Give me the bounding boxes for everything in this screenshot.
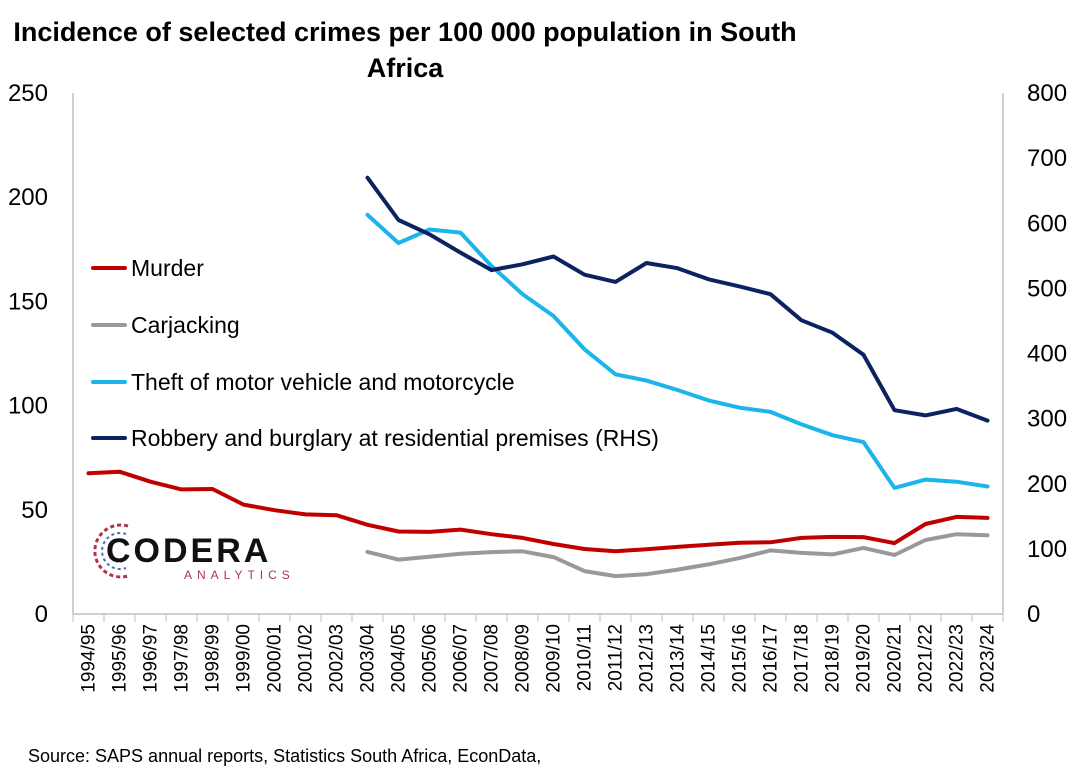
x-tick-label: 2009/10 [544, 624, 565, 693]
y-left-tick-label: 150 [8, 288, 48, 315]
x-tick-label: 2001/02 [296, 624, 317, 693]
x-tick-label: 2010/11 [575, 624, 596, 691]
y-left-tick-label: 250 [8, 80, 48, 107]
x-tick-label: 2003/04 [358, 624, 379, 693]
y-right-tick-label: 600 [1027, 210, 1067, 237]
y-right-tick-label: 200 [1027, 471, 1067, 498]
x-tick-label: 2021/22 [916, 624, 937, 693]
x-tick-label: 2023/24 [978, 624, 999, 693]
x-tick-label: 1997/98 [172, 624, 193, 693]
x-tick-label: 2020/21 [885, 624, 906, 693]
y-right-tick-label: 700 [1027, 145, 1067, 172]
x-tick-label: 2022/23 [947, 624, 968, 693]
axes: 0 50 100 150 200 250 0 100 200 300 400 500 600 700 800… [8, 80, 1067, 693]
legend-label: Murder [131, 255, 204, 281]
source-note: Source: SAPS annual reports, Statistics … [28, 746, 542, 766]
legend-label: Carjacking [131, 312, 240, 338]
x-tick-label: 2008/09 [513, 624, 534, 693]
x-tick-label: 2016/17 [761, 624, 782, 693]
x-tick-label: 1995/96 [110, 624, 131, 693]
x-tick-label: 2015/16 [730, 624, 751, 693]
logo-mark-icon [93, 523, 129, 579]
series-line-carjacking [365, 532, 990, 579]
y-right-tick-label: 0 [1027, 601, 1040, 628]
x-tick-label: 2017/18 [792, 624, 813, 693]
chart-title: Incidence of selected crimes per 100 000… [13, 17, 797, 83]
x-tick-label: 2004/05 [389, 624, 410, 693]
x-tick-label: 2013/14 [668, 624, 689, 693]
x-tick-label: 2007/08 [482, 624, 503, 693]
x-tick-label: 2014/15 [699, 624, 720, 693]
y-right-tick-label: 300 [1027, 406, 1067, 433]
x-tick-label: 2018/19 [823, 624, 844, 693]
x-tick-label: 2000/01 [265, 624, 286, 693]
x-tick-label: 2002/03 [327, 624, 348, 693]
x-tick-label: 2006/07 [451, 624, 472, 693]
legend-label: Robbery and burglary at residential prem… [131, 425, 659, 451]
x-tick-label: 2011/12 [606, 624, 627, 691]
legend: Murder Carjacking Theft of motor vehicle a… [91, 255, 659, 451]
y-left-tick-label: 0 [35, 601, 48, 628]
y-left-tick-label: 100 [8, 393, 48, 420]
x-tick-label: 1998/99 [203, 624, 224, 693]
y-right-tick-label: 100 [1027, 536, 1067, 563]
series-line-theft-of-motor-vehicle-and-motorcycle [365, 212, 990, 490]
x-tick-label: 1999/00 [234, 624, 255, 693]
x-tick-label: 1996/97 [141, 624, 162, 693]
legend-label: Theft of motor vehicle and motorcycle [131, 369, 515, 395]
series-line-robbery-and-burglary-at-residential-premises-rhs [365, 175, 990, 423]
x-tick-label: 2012/13 [637, 624, 658, 693]
logo-word: CODERA [106, 532, 272, 570]
y-right-tick-label: 400 [1027, 341, 1067, 368]
series-lines [86, 175, 990, 579]
x-tick-label: 2019/20 [854, 624, 875, 693]
series-line-murder [86, 469, 990, 554]
y-left-tick-label: 200 [8, 184, 48, 211]
y-left-tick-label: 50 [21, 497, 48, 524]
y-right-tick-label: 800 [1027, 80, 1067, 107]
codera-logo: CODERA ANALYTICS [88, 518, 298, 584]
x-tick-label: 1994/95 [79, 624, 100, 693]
y-right-tick-label: 500 [1027, 275, 1067, 302]
logo-subtitle: ANALYTICS [184, 568, 295, 582]
x-tick-label: 2005/06 [420, 624, 441, 693]
